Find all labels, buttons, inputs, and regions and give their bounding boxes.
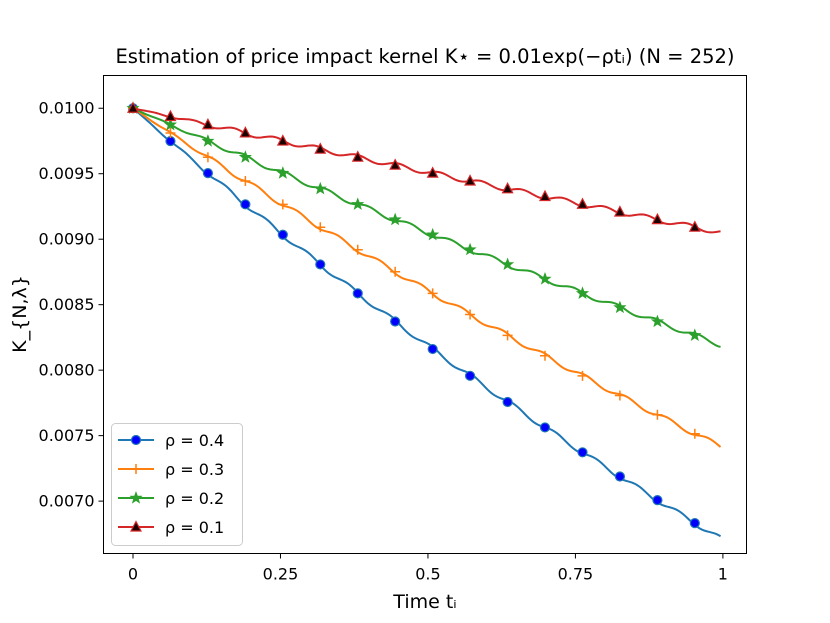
data-point — [389, 158, 402, 170]
data-point — [163, 117, 178, 131]
data-point — [689, 428, 700, 439]
data-point — [314, 142, 327, 154]
data-point — [313, 181, 327, 195]
legend-label: ρ = 0.3 — [165, 460, 224, 479]
data-point — [539, 350, 550, 361]
y-tick-label: 0.0090 — [39, 230, 95, 249]
data-point — [652, 409, 663, 420]
y-tick-label: 0.0095 — [39, 164, 95, 183]
data-point — [502, 330, 513, 341]
data-point — [689, 518, 700, 529]
x-axis-title: Time tᵢ — [392, 591, 456, 613]
y-tick-label: 0.0100 — [39, 99, 95, 118]
data-point — [277, 199, 288, 210]
y-axis-title: K_{N,λ} — [9, 275, 31, 353]
x-tick-label: 0.25 — [263, 565, 299, 584]
data-point — [390, 266, 401, 277]
legend-label: ρ = 0.4 — [165, 431, 224, 450]
legend-box — [111, 423, 243, 546]
x-tick-label: 1 — [718, 565, 728, 584]
ticks-layer: 0 0.25 0.5 0.75 1 0.0070 0.0075 0.0080 0.0085 0.0… — [39, 99, 728, 584]
legend-marker — [131, 464, 141, 474]
legend-item: ρ = 0.4 — [118, 431, 224, 450]
y-tick-label: 0.0085 — [39, 295, 95, 314]
data-point — [276, 166, 290, 179]
data-point — [652, 495, 663, 506]
legend-item: ρ = 0.1 — [118, 518, 224, 537]
data-point — [388, 212, 402, 226]
data-point — [240, 175, 251, 186]
data-point — [688, 328, 702, 341]
series-3 — [127, 101, 721, 234]
data-point — [464, 370, 476, 381]
y-tick-label: 0.0070 — [39, 492, 95, 511]
data-point — [464, 174, 477, 186]
data-point — [238, 150, 252, 163]
data-point — [650, 314, 665, 328]
data-point — [277, 229, 288, 240]
legend-marker — [130, 520, 142, 532]
data-point — [500, 257, 515, 271]
data-point — [276, 134, 289, 146]
data-point — [127, 101, 139, 113]
data-point — [538, 189, 551, 202]
series-layer — [126, 101, 722, 538]
data-point — [577, 370, 588, 381]
x-tick-label: 0.75 — [558, 565, 594, 584]
data-point — [575, 286, 590, 299]
data-point — [315, 222, 326, 233]
data-point — [164, 109, 177, 122]
data-point — [390, 316, 401, 327]
data-point — [315, 259, 326, 270]
legend-item: ρ = 0.3 — [118, 460, 224, 479]
data-point — [688, 220, 701, 232]
data-point — [239, 126, 252, 138]
data-point — [426, 166, 439, 178]
legend-marker — [129, 491, 143, 504]
data-point — [427, 288, 438, 299]
data-point — [352, 288, 363, 299]
legend-label: ρ = 0.1 — [165, 518, 224, 537]
data-point — [202, 168, 214, 179]
data-point — [577, 447, 588, 458]
data-point — [614, 390, 625, 401]
data-point — [201, 134, 215, 147]
data-point — [463, 242, 477, 256]
y-tick-label: 0.0080 — [39, 361, 95, 380]
data-point — [539, 422, 551, 433]
data-point — [576, 197, 589, 209]
data-point — [351, 197, 365, 210]
legend-marker — [130, 434, 142, 446]
chart-title: Estimation of price impact kernel K⋆ = 0… — [115, 45, 734, 68]
data-point — [613, 300, 627, 314]
data-point — [651, 212, 664, 225]
data-point — [426, 227, 440, 241]
y-tick-label: 0.0075 — [39, 426, 95, 445]
data-point — [465, 309, 476, 320]
data-point — [538, 272, 552, 285]
data-point — [202, 152, 213, 163]
data-point — [165, 127, 176, 138]
data-point — [502, 396, 513, 408]
series-0 — [127, 103, 722, 538]
data-point — [614, 471, 626, 482]
data-point — [427, 343, 438, 355]
data-point — [240, 199, 251, 210]
x-tick-label: 0 — [128, 565, 138, 584]
data-point — [351, 150, 364, 162]
legend-label: ρ = 0.2 — [165, 489, 224, 508]
data-point — [201, 117, 214, 130]
legend: ρ = 0.4 ρ = 0.3 ρ = 0.2 ρ = 0.1 — [111, 423, 243, 546]
data-point — [501, 182, 514, 194]
series-1 — [127, 103, 722, 448]
legend-item: ρ = 0.2 — [118, 489, 224, 508]
data-point — [613, 205, 626, 217]
x-tick-label: 0.5 — [415, 565, 440, 584]
data-point — [352, 244, 363, 255]
